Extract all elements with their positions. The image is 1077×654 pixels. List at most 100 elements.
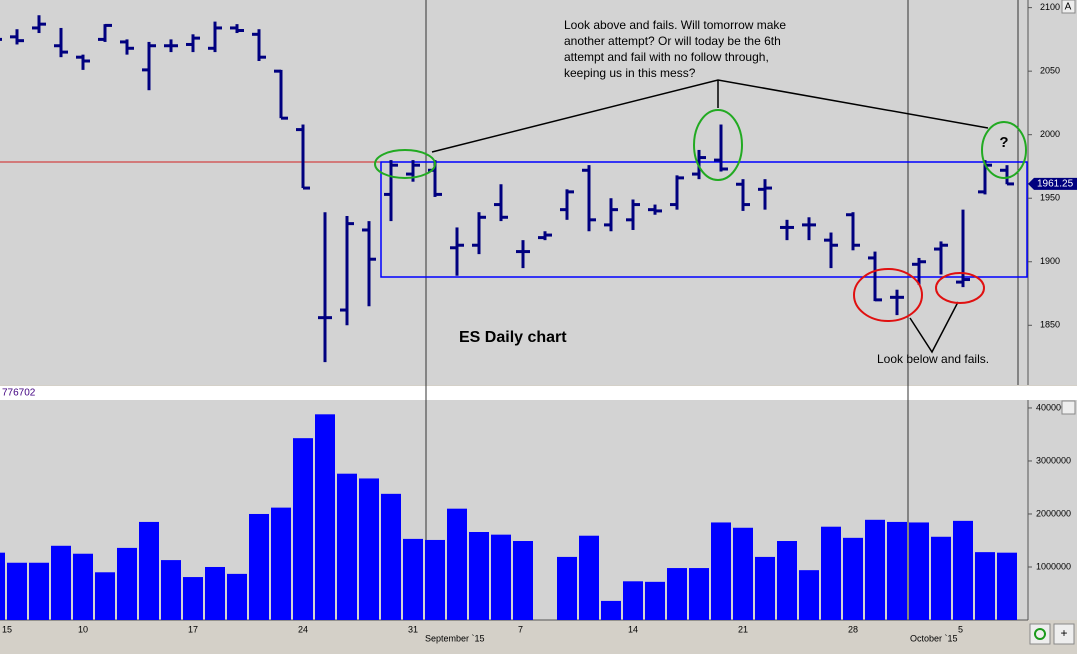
volume-bar — [29, 562, 49, 620]
price-pane — [0, 0, 1028, 385]
volume-bar — [359, 478, 379, 620]
button[interactable] — [1061, 0, 1076, 14]
highlight-circle — [935, 272, 985, 304]
x-tick-label: 24 — [298, 624, 308, 634]
volume-bar — [227, 573, 247, 620]
volume-bar — [337, 473, 357, 620]
volume-bar — [469, 532, 489, 620]
button-label[interactable]: A — [1065, 2, 1072, 13]
y-tick-label: 4000000 — [1036, 402, 1071, 412]
note-line: Look above and fails. Will tomorrow make — [564, 18, 786, 32]
volume-bar — [491, 534, 511, 620]
volume-bar — [777, 541, 797, 620]
y-tick-label: 2050 — [1040, 66, 1060, 76]
volume-bar — [51, 545, 71, 620]
volume-bar — [887, 521, 907, 620]
volume-bar — [799, 570, 819, 620]
note-line: attempt and fail with no follow through, — [564, 50, 769, 64]
x-tick-label: 28 — [848, 624, 858, 634]
y-tick-label: 2000000 — [1036, 508, 1071, 518]
volume-bar — [403, 538, 423, 620]
question-mark: ? — [999, 134, 1008, 151]
volume-axis — [1028, 400, 1077, 620]
volume-bar — [733, 527, 753, 620]
highlight-circle — [693, 109, 743, 181]
volume-bar — [909, 522, 929, 620]
volume-label: 776702 — [2, 388, 36, 399]
volume-bar — [843, 537, 863, 620]
y-tick-label: 1900 — [1040, 256, 1060, 266]
volume-bar — [381, 493, 401, 620]
x-tick-label: 15 — [2, 624, 12, 634]
y-tick-label: 1850 — [1040, 320, 1060, 330]
annotation-line — [909, 301, 959, 354]
volume-bar — [997, 552, 1017, 620]
volume-bar — [293, 438, 313, 620]
top-note: Look above and fails. Will tomorrow make… — [564, 18, 786, 80]
button[interactable] — [1061, 400, 1076, 415]
range-box — [380, 161, 1028, 278]
volume-bar — [73, 553, 93, 620]
volume-bar — [7, 562, 27, 620]
volume-bar — [931, 536, 951, 620]
axes: September `15 October `15 2100 2050 2000 1950… — [2, 2, 1077, 643]
x-tick-label: 7 — [518, 624, 523, 634]
x-tick-label: 5 — [958, 624, 963, 634]
volume-bar — [557, 556, 577, 620]
chart-title: ES Daily chart — [459, 329, 567, 346]
highlight-circle — [853, 268, 923, 322]
x-tick-label: 31 — [408, 624, 418, 634]
bottom-note: Look below and fails. — [877, 352, 989, 366]
note-line: another attempt? Or will today be the 6t… — [564, 34, 781, 48]
volume-bar — [425, 539, 445, 620]
y-tick-label: 2000 — [1040, 129, 1060, 139]
volume-bar — [755, 556, 775, 620]
y-tick-label: 1000000 — [1036, 561, 1071, 571]
volume-bar — [205, 566, 225, 620]
x-tick-label: 14 — [628, 624, 638, 634]
volume-bar — [271, 507, 291, 620]
volume-bar — [953, 520, 973, 620]
volume-bar — [95, 572, 115, 620]
volume-bar — [161, 560, 181, 620]
volume-bar — [667, 568, 687, 620]
volume-bar — [975, 552, 995, 620]
price-axis — [1028, 0, 1077, 385]
volume-bar — [821, 526, 841, 620]
refresh-button[interactable] — [1029, 623, 1051, 645]
y-tick-label: 3000000 — [1036, 455, 1071, 465]
volume-bar — [117, 547, 137, 620]
highlight-circle — [374, 149, 436, 179]
volume-bar — [579, 535, 599, 620]
volume-bar — [689, 568, 709, 620]
volume-bar — [711, 522, 731, 620]
x-tick-label: 17 — [188, 624, 198, 634]
x-tick-label: 21 — [738, 624, 748, 634]
button-label[interactable]: + — [1060, 626, 1067, 640]
volume-bar — [601, 600, 621, 620]
y-tick-label: 1950 — [1040, 193, 1060, 203]
month-label: September `15 — [425, 633, 485, 643]
volume-bar — [139, 521, 159, 620]
last-price-label: 1961.25 — [1037, 179, 1074, 190]
volume-bar — [645, 581, 665, 620]
volume-bar — [183, 577, 203, 620]
volume-bar — [513, 541, 533, 620]
volume-bar — [315, 414, 335, 620]
highlight-circle — [981, 121, 1027, 179]
volume-bar — [447, 508, 467, 620]
volume-bar — [249, 513, 269, 620]
y-tick-label: 2100 — [1040, 2, 1060, 12]
last-price-tag — [1028, 177, 1077, 190]
refresh-icon[interactable] — [1034, 628, 1046, 640]
zoom-button[interactable] — [1053, 623, 1075, 645]
month-label: October `15 — [910, 633, 958, 643]
x-tick-label: 10 — [78, 624, 88, 634]
pane-separator — [0, 386, 1077, 400]
volume-bar — [865, 519, 885, 620]
volume-bar — [623, 581, 643, 620]
volume-bar — [0, 552, 5, 620]
note-line: keeping us in this mess? — [564, 66, 696, 80]
